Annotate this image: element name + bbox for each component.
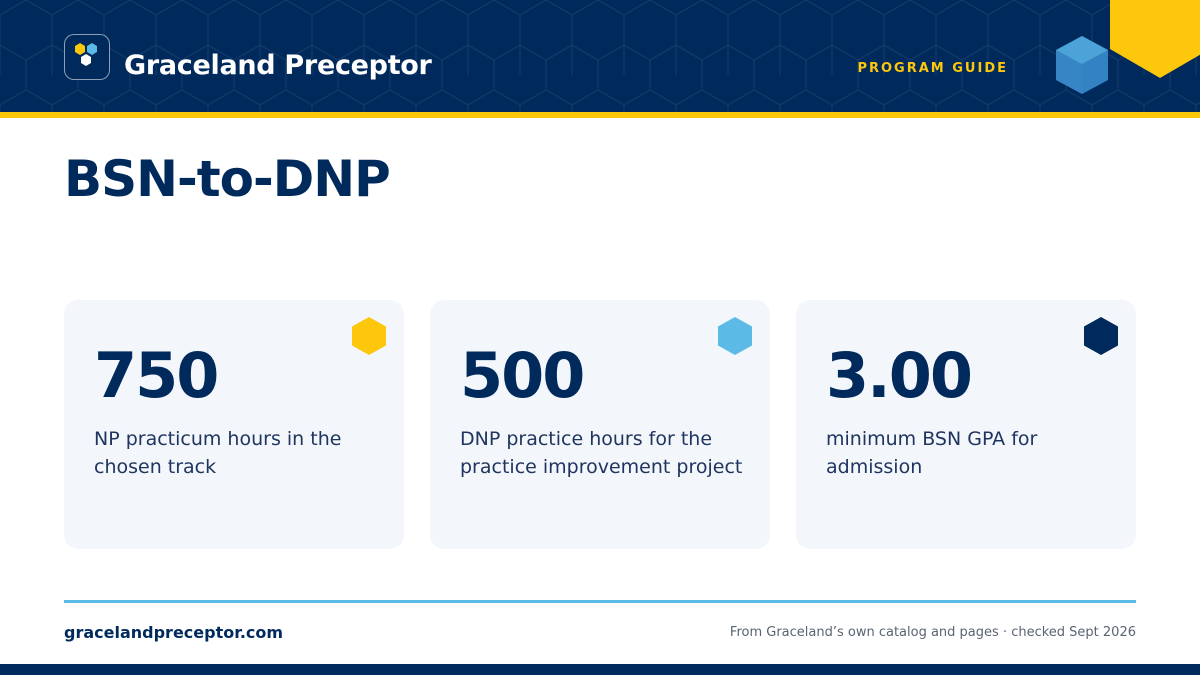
stat-card-practice-hours: 500 DNP practice hours for the practice … [430,300,770,549]
stat-label: DNP practice hours for the practice impr… [460,428,743,478]
program-guide-tag: PROGRAM GUIDE [857,61,1008,76]
stat-label: NP practicum hours in the chosen track [94,428,342,478]
brand-name: Graceland Preceptor [124,50,432,81]
stat-value: 3.00 [826,339,973,412]
hexagon-icon [1110,0,1200,78]
header-stripe [0,112,1200,118]
stat-value: 500 [460,339,585,412]
logo[interactable] [64,34,110,80]
hexagon-icon [718,317,752,355]
page-title: BSN-to-DNP [64,150,391,208]
stat-card-minimum-gpa: 3.00 minimum BSN GPA for admission [796,300,1136,549]
stat-value: 750 [94,339,219,412]
stat-card-practicum-hours: 750 NP practicum hours in the chosen tra… [64,300,404,549]
website-link[interactable]: gracelandpreceptor.com [64,623,284,642]
bottom-bar [0,664,1200,675]
hexagon-cluster-icon [75,43,97,66]
cube-icon [1056,36,1108,94]
hexagon-icon [352,317,386,355]
hexagon-icon [1084,317,1118,355]
hexagon-pattern [0,0,1200,112]
source-note: From Graceland’s own catalog and pages ·… [729,625,1136,640]
header-banner: Graceland Preceptor PROGRAM GUIDE [0,0,1200,112]
stat-label: minimum BSN GPA for admission [826,428,1038,478]
footer-divider [64,600,1136,603]
